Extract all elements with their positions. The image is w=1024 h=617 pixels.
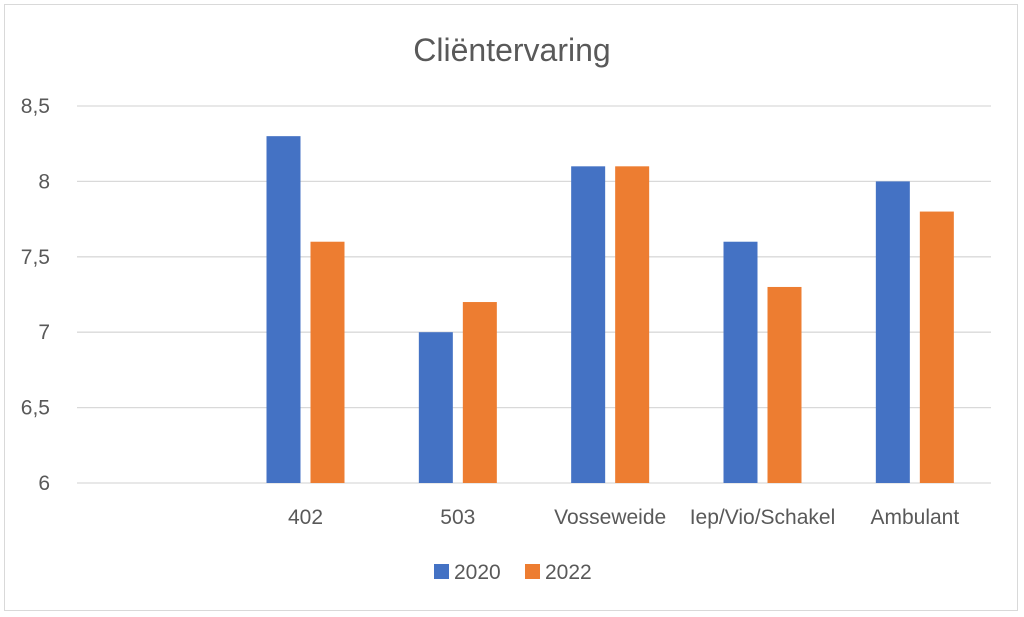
- y-tick-label: 8: [38, 170, 50, 193]
- x-axis-tick-labels: 402 503 Vosseweide Iep/Vio/Schakel Ambulant: [288, 506, 959, 529]
- y-tick-label: 7: [38, 321, 50, 344]
- gridlines: [77, 105, 991, 484]
- bar-2022-503: [462, 302, 497, 483]
- legend: 2020 2022: [434, 561, 592, 584]
- y-tick-label: 6: [38, 472, 50, 495]
- bar-2022-ambulant: [919, 211, 954, 483]
- bar-2020-vosseweide: [571, 166, 606, 483]
- bar-2020-iep-vio-schakel: [723, 241, 758, 483]
- legend-swatch-2020: [434, 564, 449, 579]
- x-tick-label: Iep/Vio/Schakel: [690, 506, 836, 529]
- y-tick-label: 6,5: [21, 397, 50, 420]
- bar-2022-iep-vio-schakel: [767, 286, 802, 483]
- bar-2022-402: [310, 241, 345, 483]
- y-tick-label: 8,5: [21, 95, 50, 118]
- y-axis-tick-labels: 6 6,5 7 7,5 8 8,5: [21, 95, 50, 495]
- bars: [266, 136, 954, 483]
- bar-2020-503: [418, 332, 453, 483]
- legend-swatch-2022: [525, 564, 540, 579]
- bar-2020-ambulant: [875, 181, 910, 483]
- y-tick-label: 7,5: [21, 246, 50, 269]
- chart-frame: [4, 4, 1018, 611]
- bar-2022-vosseweide: [615, 166, 650, 483]
- legend-label-2022: 2022: [545, 561, 592, 584]
- x-tick-label: 402: [288, 506, 323, 529]
- chart-title: Cliëntervaring: [413, 32, 610, 68]
- x-tick-label: 503: [440, 506, 475, 529]
- legend-label-2020: 2020: [454, 561, 501, 584]
- x-tick-label: Vosseweide: [554, 506, 666, 529]
- x-tick-label: Ambulant: [870, 506, 959, 529]
- bar-2020-402: [266, 136, 301, 483]
